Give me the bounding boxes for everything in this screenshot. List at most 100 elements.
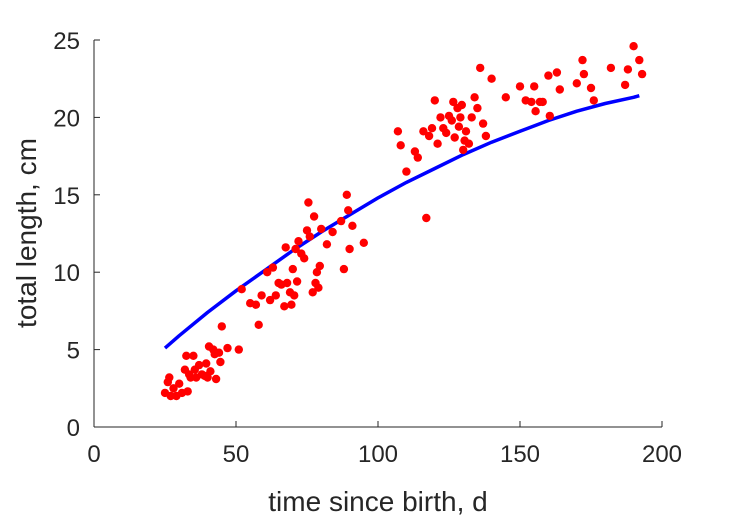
data-point: [292, 277, 302, 286]
data-point: [344, 206, 353, 215]
data-point: [257, 291, 266, 300]
data-point: [308, 288, 317, 297]
data-point: [317, 224, 326, 234]
data-point: [527, 97, 536, 107]
data-point: [345, 244, 354, 254]
data-point: [214, 348, 224, 357]
fitted-growth-curve: [163, 94, 640, 350]
data-point: [314, 283, 323, 292]
data-point: [442, 128, 451, 138]
data-point: [339, 264, 349, 274]
data-point: [359, 238, 368, 247]
data-point: [555, 85, 564, 94]
y-tick-label: 5: [67, 338, 80, 365]
data-point: [544, 71, 553, 80]
y-tick-label: 15: [53, 183, 80, 210]
data-point: [251, 300, 261, 309]
data-point: [579, 69, 589, 79]
plot-area: 0 50 100 150 200 0 5 10 15 20 25: [53, 28, 682, 468]
data-point: [265, 295, 275, 305]
data-point: [413, 153, 422, 162]
data-point: [433, 139, 442, 148]
data-point: [396, 141, 405, 150]
data-point: [629, 42, 638, 51]
data-point: [606, 63, 616, 73]
data-point: [223, 343, 232, 353]
data-point: [216, 357, 225, 367]
x-tick-label: 100: [358, 441, 398, 468]
data-point: [515, 82, 525, 91]
data-point: [281, 243, 290, 252]
data-point: [589, 96, 598, 105]
x-ticks: 0 50 100 150 200: [87, 421, 682, 468]
data-point: [578, 55, 587, 65]
data-point: [620, 80, 630, 90]
data-point: [175, 379, 184, 388]
data-point: [290, 291, 299, 300]
data-point: [402, 167, 411, 176]
data-point: [294, 237, 303, 246]
data-point: [300, 254, 309, 263]
fitted-curve-layer: [163, 94, 640, 350]
data-point: [447, 116, 456, 125]
data-point: [305, 232, 314, 241]
data-point: [237, 285, 246, 294]
data-point: [268, 263, 278, 272]
data-point: [271, 291, 280, 300]
x-axis-title: time since birth, d: [268, 486, 487, 517]
data-point: [427, 124, 437, 133]
data-point: [194, 360, 204, 370]
y-tick-label: 10: [53, 260, 80, 287]
data-point: [467, 113, 476, 122]
data-point: [169, 384, 178, 393]
data-point: [288, 264, 297, 274]
data-point: [328, 227, 337, 237]
data-point: [436, 113, 445, 122]
data-point: [456, 113, 465, 122]
data-point: [623, 65, 633, 74]
x-tick-label: 0: [87, 441, 100, 468]
data-point: [202, 359, 211, 368]
y-axis-title: total length, cm: [11, 138, 42, 328]
data-point: [454, 122, 464, 131]
data-point: [459, 145, 468, 155]
data-point: [430, 96, 439, 105]
data-point: [315, 261, 324, 271]
data-point: [487, 74, 496, 83]
data-point: [189, 351, 198, 360]
data-point: [501, 93, 510, 102]
data-point: [538, 97, 547, 107]
data-point: [287, 300, 296, 309]
data-point: [182, 351, 191, 360]
data-points-layer: [160, 42, 647, 401]
y-ticks: 0 5 10 15 20 25: [53, 28, 100, 442]
data-point: [282, 278, 292, 288]
data-point: [449, 97, 458, 107]
data-point: [481, 131, 491, 141]
data-point: [342, 190, 351, 199]
data-point: [572, 79, 581, 88]
data-point: [478, 119, 488, 128]
data-point: [206, 367, 215, 376]
data-point: [531, 107, 540, 116]
data-point: [424, 131, 434, 141]
data-point: [552, 68, 562, 77]
data-point: [183, 387, 192, 396]
data-point: [635, 55, 644, 65]
y-tick-label: 25: [53, 28, 80, 55]
data-point: [545, 111, 554, 121]
x-tick-label: 200: [642, 441, 682, 468]
data-point: [254, 320, 263, 329]
data-point: [291, 244, 300, 254]
data-point: [234, 345, 243, 354]
data-point: [530, 82, 539, 91]
data-point: [457, 100, 466, 110]
x-tick-label: 150: [500, 441, 540, 468]
data-point: [304, 198, 313, 207]
data-point: [470, 93, 479, 102]
data-point: [280, 302, 289, 311]
data-point: [450, 133, 459, 142]
data-point: [165, 373, 174, 382]
data-point: [217, 322, 226, 331]
